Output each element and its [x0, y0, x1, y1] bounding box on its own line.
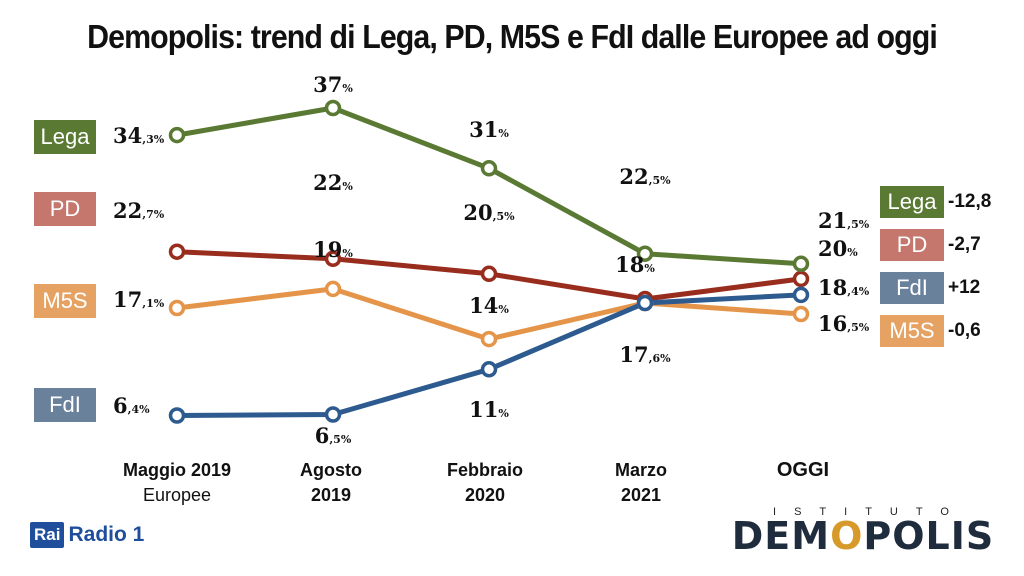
- data-label-m5s-1: 19%: [313, 237, 353, 262]
- change-pd: -2,7: [948, 234, 981, 255]
- data-label-fdi-0: 6,4%: [113, 393, 150, 418]
- x-label-agosto-2019: Agosto 2019: [246, 458, 416, 508]
- data-label-m5s-3: 17,6%: [619, 342, 671, 367]
- data-label-pd-3: 18%: [615, 252, 655, 277]
- point-m5s-4: [792, 305, 810, 323]
- point-m5s-1: [324, 280, 342, 298]
- point-fdi-2: [480, 361, 498, 378]
- x-label-line2: 2020: [464, 485, 506, 505]
- rai-badge: Rai: [30, 522, 65, 548]
- data-label-pd-0: 22,7%: [113, 198, 165, 223]
- data-label-lega-3: 22,5%: [619, 164, 671, 189]
- x-label-line1: Marzo: [614, 460, 667, 480]
- rai-radio1-logo: Rai Radio 1: [30, 520, 144, 550]
- point-pd-4: [792, 270, 810, 288]
- point-pd-1: [324, 250, 342, 268]
- data-label-m5s-2: 14%: [469, 293, 509, 318]
- chart-title: Demopolis: trend di Lega, PD, M5S e FdI …: [87, 18, 938, 55]
- data-label-pd-4: 20%: [818, 236, 858, 261]
- data-label-lega-4: 21,5%: [818, 208, 870, 233]
- right-label-fdi: FdI: [880, 272, 944, 304]
- istituto-text: ISTITUTO: [773, 506, 967, 518]
- x-label-febbraio-2020: Febbraio 2020: [400, 458, 570, 508]
- brand-part-a: DEM: [731, 514, 831, 558]
- data-label-fdi-4: 18,4%: [818, 275, 870, 300]
- x-label-line2: 2021: [620, 485, 662, 505]
- point-lega-3: [636, 245, 654, 262]
- point-fdi-3: [636, 294, 654, 312]
- demopolis-brand: DEMOPOLIS: [730, 514, 996, 558]
- point-lega-0: [168, 126, 186, 144]
- data-label-fdi-1: 6,5%: [315, 423, 352, 448]
- right-label-m5s: M5S: [880, 315, 944, 347]
- right-label-lega: Lega: [880, 186, 944, 218]
- x-label-line1: Febbraio: [446, 460, 523, 480]
- data-label-lega-0: 34,3%: [113, 123, 165, 148]
- x-label-sub: Europee: [142, 485, 212, 505]
- left-label-fdi: FdI: [34, 388, 96, 422]
- data-label-lega-2: 31%: [469, 117, 509, 142]
- brand-part-o: O: [830, 514, 864, 558]
- point-m5s-2: [480, 330, 498, 348]
- point-lega-2: [480, 160, 498, 177]
- x-label-oggi: OGGI: [776, 459, 830, 481]
- left-label-m5s: M5S: [34, 284, 96, 318]
- right-label-pd: PD: [880, 229, 944, 261]
- point-lega-4: [792, 255, 810, 273]
- point-fdi-1: [324, 406, 342, 423]
- x-label-line1: Agosto: [300, 460, 362, 480]
- point-fdi-4: [792, 286, 810, 304]
- data-label-pd-1: 22%: [313, 170, 353, 195]
- x-label-main: Maggio 2019: [122, 460, 232, 480]
- change-fdi: +12: [948, 277, 981, 298]
- left-label-pd: PD: [34, 192, 96, 226]
- brand-part-b: POLIS: [863, 514, 995, 558]
- point-pd-2: [480, 265, 498, 283]
- data-label-pd-2: 20,5%: [463, 200, 515, 225]
- point-fdi-0: [168, 407, 186, 424]
- point-lega-1: [324, 99, 342, 117]
- point-m5s-0: [168, 299, 186, 317]
- data-label-fdi-2: 11%: [469, 397, 509, 422]
- x-label-marzo-2021: Marzo 2021: [556, 458, 726, 508]
- data-label-m5s-0: 17,1%: [113, 287, 165, 312]
- demopolis-logo: ISTITUTO DEMOPOLIS: [730, 506, 996, 558]
- change-m5s: -0,6: [948, 320, 981, 341]
- data-label-lega-1: 37%: [313, 72, 353, 97]
- left-label-lega: Lega: [34, 120, 96, 154]
- x-label-maggio-2019: Maggio 2019 Europee: [92, 458, 262, 508]
- data-label-m5s-4: 16,5%: [818, 311, 870, 336]
- change-lega: -12,8: [948, 191, 992, 212]
- x-label-line2: 2019: [310, 485, 352, 505]
- radio1-text: Radio 1: [68, 523, 145, 546]
- point-pd-0: [168, 243, 186, 260]
